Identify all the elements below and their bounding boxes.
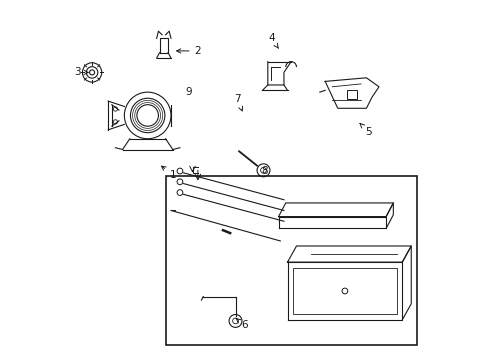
Bar [346,90,357,99]
Text: 9: 9 [185,87,192,97]
Bar [292,267,396,315]
Text: 7: 7 [234,94,242,111]
Text: 4: 4 [267,33,278,48]
Text: 6: 6 [236,319,247,330]
Text: 3: 3 [74,67,88,77]
Text: 8: 8 [261,166,267,176]
Bar [165,176,416,345]
Text: 2: 2 [176,46,201,56]
Text: 5: 5 [359,123,371,136]
Text: 1: 1 [161,166,176,180]
